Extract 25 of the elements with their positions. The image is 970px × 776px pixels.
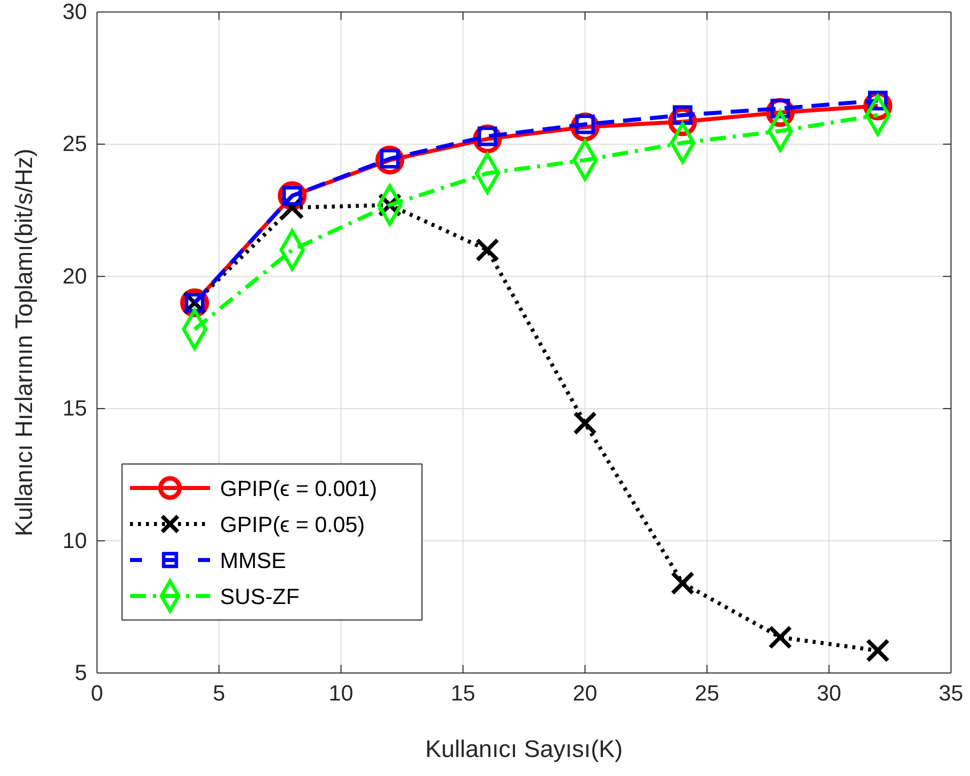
- y-tick-label: 30: [62, 0, 87, 24]
- y-tick-label: 25: [62, 131, 87, 156]
- x-tick-label: 30: [816, 680, 842, 706]
- legend-label: GPIP(ϵ = 0.001): [220, 476, 378, 501]
- point: [573, 411, 597, 436]
- x-tick-label: 0: [90, 680, 104, 706]
- y-tick-label: 10: [62, 528, 87, 553]
- point: [670, 571, 695, 596]
- x-tick-label: 15: [450, 680, 476, 706]
- x-tick-label: 10: [328, 680, 354, 706]
- x-tick-label: 20: [572, 680, 598, 706]
- y-tick-label: 15: [62, 396, 87, 421]
- point: [768, 625, 792, 650]
- legend-label: SUS-ZF: [220, 584, 300, 609]
- point: [866, 638, 890, 662]
- y-tick-label: 5: [74, 660, 87, 686]
- x-tick-label: 35: [938, 680, 964, 706]
- y-tick-label: 20: [62, 263, 87, 288]
- x-tick-label: 25: [694, 680, 720, 706]
- x-axis-title: Kullanıcı Sayısı(K): [425, 736, 623, 763]
- y-axis-title: Kullanıcı Hızlarının Toplamı(bit/s/Hz): [11, 148, 38, 536]
- legend-label: MMSE: [220, 548, 286, 573]
- legend-label: GPIP(ϵ = 0.05): [220, 512, 365, 537]
- point: [475, 238, 500, 262]
- x-tick-label: 5: [212, 680, 226, 706]
